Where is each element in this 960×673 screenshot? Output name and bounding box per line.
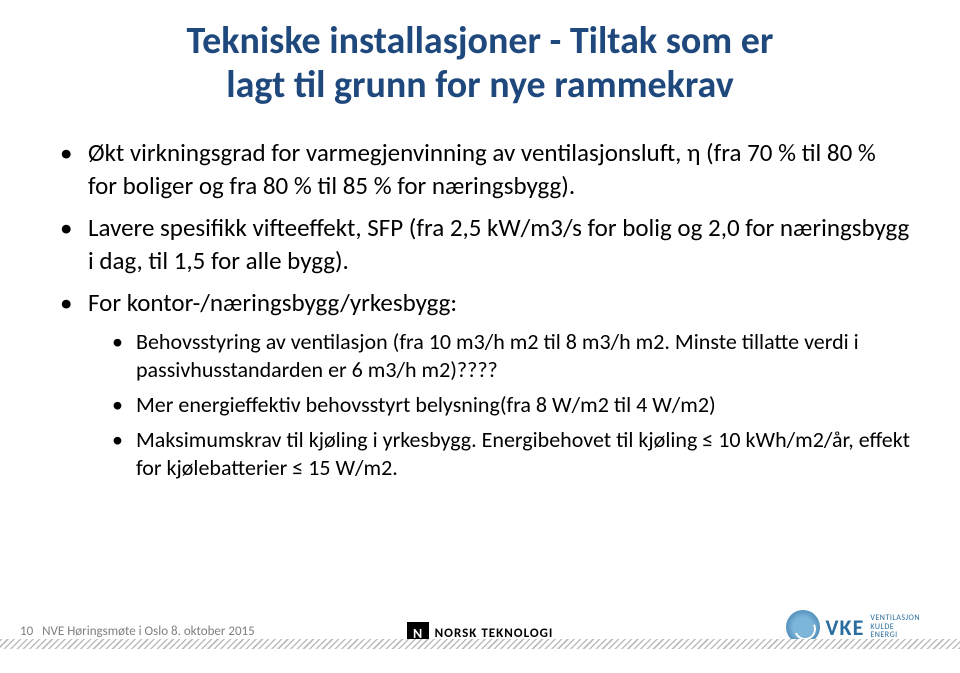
sub-bullet-item: Maksimumskrav til kjøling i yrkesbygg. E… [112, 426, 910, 483]
sub-bullet-text: Behovsstyring av ventilasjon (fra 10 m3/… [136, 328, 859, 384]
sub-bullet-text: Mer energieffektiv behovsstyrt belysning… [136, 391, 716, 418]
bullet-text: Økt virkningsgrad for varmegjenvinning a… [88, 137, 876, 201]
vke-logo-text: VKE [826, 614, 865, 641]
bullet-item: Økt virkningsgrad for varmegjenvinning a… [60, 137, 910, 202]
slide-title: Tekniske installasjoner - Tiltak som er … [50, 20, 910, 107]
title-line-1: Tekniske installasjoner - Tiltak som er [187, 18, 774, 64]
footer-hatch-bar [0, 639, 960, 649]
sub-bullet-list: Behovsstyring av ventilasjon (fra 10 m3/… [88, 328, 910, 483]
vke-tagline: VENTILASJON KULDE ENERGI [870, 614, 920, 640]
bullet-text: For kontor-/næringsbygg/yrkesbygg: [88, 287, 457, 318]
sub-bullet-item: Mer energieffektiv behovsstyrt belysning… [112, 391, 910, 420]
sub-bullet-item: Behovsstyring av ventilasjon (fra 10 m3/… [112, 328, 910, 385]
title-line-2: lagt til grunn for nye rammekrav [226, 62, 734, 108]
bullet-list: Økt virkningsgrad for varmegjenvinning a… [50, 137, 910, 482]
bullet-text: Lavere spesifikk vifteeffekt, SFP (fra 2… [88, 212, 909, 276]
slide-footer: 10 NVE Høringsmøte i Oslo 8. oktober 201… [0, 609, 960, 649]
bullet-item: Lavere spesifikk vifteeffekt, SFP (fra 2… [60, 212, 910, 277]
bullet-item: For kontor-/næringsbygg/yrkesbygg: Behov… [60, 287, 910, 482]
sub-bullet-text: Maksimumskrav til kjøling i yrkesbygg. E… [136, 426, 910, 482]
